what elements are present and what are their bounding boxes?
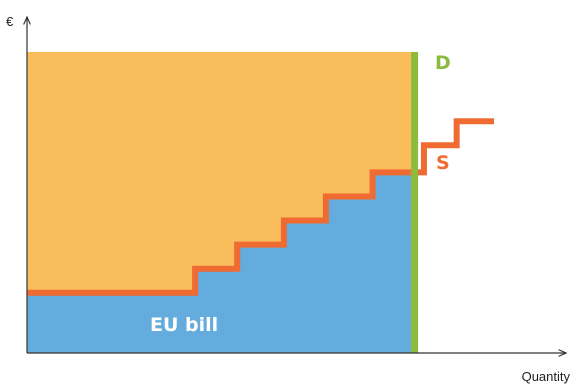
supply-curve [27,118,494,296]
lines-group [27,52,494,353]
areas-group [27,52,415,353]
eu-bill-label: EU bill [150,314,218,336]
y-axis-label: € [6,14,14,29]
supply-label: S [436,152,450,174]
x-axis-label: Quantity [522,369,571,384]
demand-label: D [435,52,451,74]
eu-bill-area [27,172,415,353]
